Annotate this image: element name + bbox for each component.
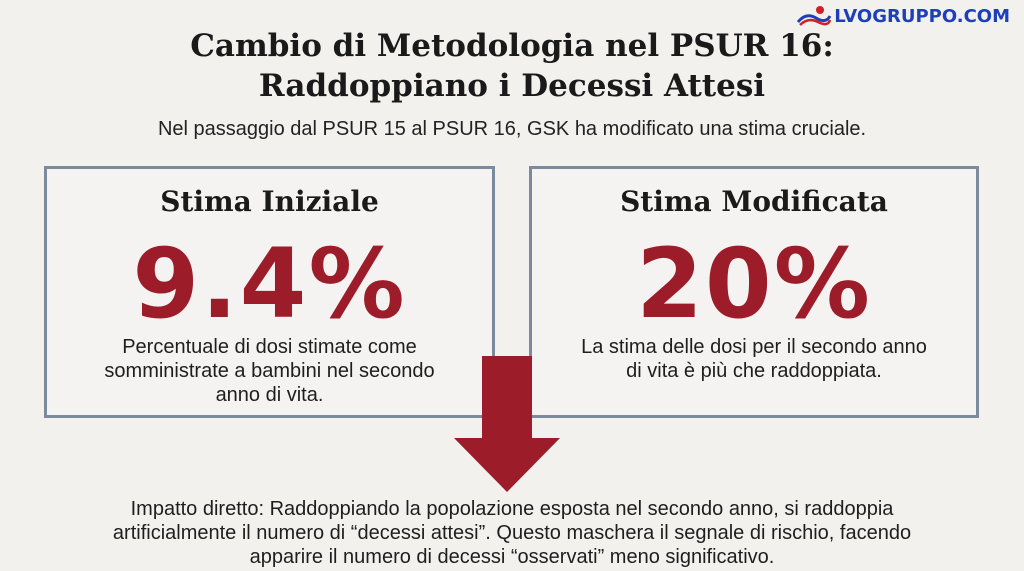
- card-desc-line: La stima delle dosi per il secondo anno: [581, 336, 927, 358]
- card-desc-line: somministrate a bambini nel secondo: [104, 360, 435, 382]
- card-description: La stima delle dosi per il secondo anno …: [552, 335, 956, 383]
- card-desc-line: di vita è più che raddoppiata.: [626, 360, 882, 382]
- card-desc-line: anno di vita.: [215, 384, 324, 406]
- title-line-1: Cambio di Metodologia nel PSUR 16:: [190, 28, 834, 64]
- page-subtitle: Nel passaggio dal PSUR 15 al PSUR 16, GS…: [157, 118, 867, 140]
- down-arrow-icon: [454, 356, 560, 492]
- card-modified-estimate: Stima Modificata 20% La stima delle dosi…: [529, 166, 979, 418]
- title-line-2: Raddoppiano i Decessi Attesi: [258, 68, 766, 104]
- site-logo[interactable]: LVOGRUPPO.COM: [796, 4, 1010, 28]
- page-title: Cambio di Metodologia nel PSUR 16: Raddo…: [0, 26, 1024, 106]
- logo-text: LVOGRUPPO.COM: [834, 5, 1010, 27]
- card-title: Stima Iniziale: [160, 185, 379, 218]
- wave-logo-icon: [797, 6, 832, 26]
- card-desc-line: Percentuale di dosi stimate come: [122, 336, 417, 358]
- card-title: Stima Modificata: [620, 185, 888, 218]
- impact-line: Impatto diretto: Raddoppiando la popolaz…: [130, 498, 894, 520]
- impact-text: Impatto diretto: Raddoppiando la popolaz…: [30, 497, 994, 569]
- card-value: 20%: [636, 228, 872, 340]
- card-value: 9.4%: [132, 228, 407, 340]
- impact-line: artificialmente il numero di “decessi at…: [112, 522, 912, 544]
- impact-line: apparire il numero di decessi “osservati…: [249, 546, 775, 568]
- card-initial-estimate: Stima Iniziale 9.4% Percentuale di dosi …: [44, 166, 495, 418]
- card-description: Percentuale di dosi stimate come sommini…: [67, 335, 472, 407]
